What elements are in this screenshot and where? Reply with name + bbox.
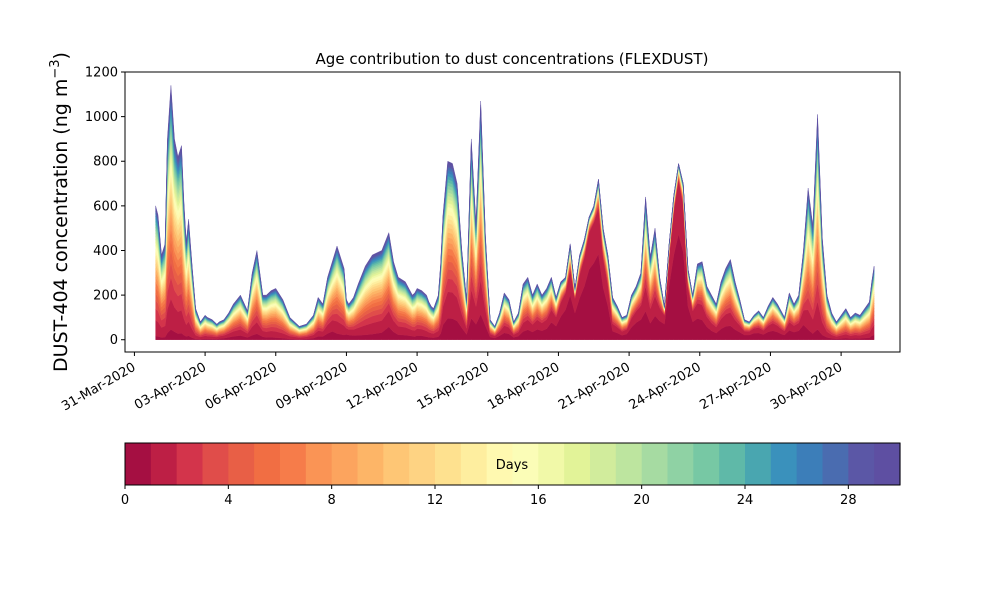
- colorbar-segment-3: [202, 443, 229, 485]
- colorbar-frame: [124, 442, 901, 486]
- colorbar-segment-25: [770, 443, 798, 485]
- x-tick-label: 30-Apr-2020: [768, 360, 845, 413]
- y-tick-label: 800: [93, 155, 118, 170]
- colorbar-segment-11: [409, 443, 436, 485]
- colorbar-segment-8: [331, 443, 359, 485]
- colorbar-label: Days: [496, 458, 529, 473]
- area-band-25: [155, 104, 875, 328]
- colorbar-segment-24: [745, 443, 772, 485]
- chart-title: Age contribution to dust concentrations …: [316, 50, 709, 68]
- y-tick-label: 600: [93, 199, 118, 214]
- colorbar-tick-label: 4: [224, 493, 232, 508]
- colorbar-segment-27: [822, 443, 849, 485]
- colorbar-segment-4: [228, 443, 255, 485]
- colorbar-segment-9: [357, 443, 384, 485]
- area-band-28: [155, 90, 875, 328]
- colorbar-segment-20: [641, 443, 669, 485]
- colorbar-segment-12: [435, 443, 462, 485]
- y-tick-label: 200: [93, 289, 118, 304]
- colorbar-tick-label: 0: [121, 493, 129, 508]
- x-tick-label: 03-Apr-2020: [132, 360, 209, 413]
- x-tick-label: 06-Apr-2020: [203, 360, 280, 413]
- x-tick-label: 27-Apr-2020: [697, 360, 774, 413]
- x-tick-label: 21-Apr-2020: [556, 360, 633, 413]
- x-tick-label: 15-Apr-2020: [415, 360, 492, 413]
- plot-frame: [124, 71, 901, 353]
- area-band-26: [155, 99, 875, 328]
- y-axis: 0 200 400 600 800 1000 1200: [85, 66, 125, 348]
- x-tick-label: 24-Apr-2020: [627, 360, 704, 413]
- colorbar-tick-label: 12: [427, 493, 444, 508]
- colorbar-segment-18: [590, 443, 617, 485]
- y-axis-label-exponent: −3: [48, 59, 63, 78]
- colorbar-tick-label: 20: [633, 493, 650, 508]
- area-band-27: [155, 94, 875, 328]
- stacked-areas: [155, 85, 875, 340]
- colorbar-segment-15: [512, 443, 539, 485]
- area-band-29: [155, 85, 875, 327]
- colorbar-segment-22: [693, 443, 720, 485]
- y-axis-label: DUST-404 concentration (ng m−3): [48, 52, 72, 372]
- colorbar-segment-1: [150, 443, 178, 485]
- colorbar-segment-23: [719, 443, 746, 485]
- colorbar-segment-7: [305, 443, 333, 485]
- colorbar: [125, 443, 901, 485]
- colorbar-segment-10: [383, 443, 410, 485]
- colorbar-tick-label: 24: [737, 493, 754, 508]
- colorbar-tick-label: 16: [530, 493, 547, 508]
- x-tick-label: 18-Apr-2020: [485, 360, 562, 413]
- y-tick-label: 1000: [85, 110, 118, 125]
- colorbar-segment-13: [460, 443, 488, 485]
- colorbar-segment-28: [848, 443, 875, 485]
- colorbar-segment-29: [874, 443, 901, 485]
- colorbar-ticks: 0 4 8 12 16 20 24 28: [121, 485, 857, 508]
- x-tick-label: 09-Apr-2020: [273, 360, 350, 413]
- colorbar-tick-label: 28: [840, 493, 857, 508]
- colorbar-segment-6: [280, 443, 307, 485]
- y-tick-label: 400: [93, 244, 118, 259]
- colorbar-segment-0: [125, 443, 152, 485]
- x-tick-label: 12-Apr-2020: [344, 360, 421, 413]
- colorbar-segment-21: [667, 443, 694, 485]
- colorbar-tick-label: 8: [328, 493, 336, 508]
- colorbar-segment-26: [796, 443, 824, 485]
- colorbar-segment-19: [615, 443, 643, 485]
- y-tick-label: 1200: [85, 66, 118, 81]
- colorbar-segment-17: [564, 443, 591, 485]
- y-tick-label: 0: [110, 333, 118, 348]
- colorbar-segment-14: [486, 443, 514, 485]
- colorbar-segment-5: [254, 443, 281, 485]
- colorbar-segment-2: [176, 443, 204, 485]
- y-axis-label-close: ): [50, 52, 72, 59]
- x-axis: 31-Mar-202003-Apr-202006-Apr-202009-Apr-…: [59, 352, 845, 414]
- colorbar-segment-16: [538, 443, 565, 485]
